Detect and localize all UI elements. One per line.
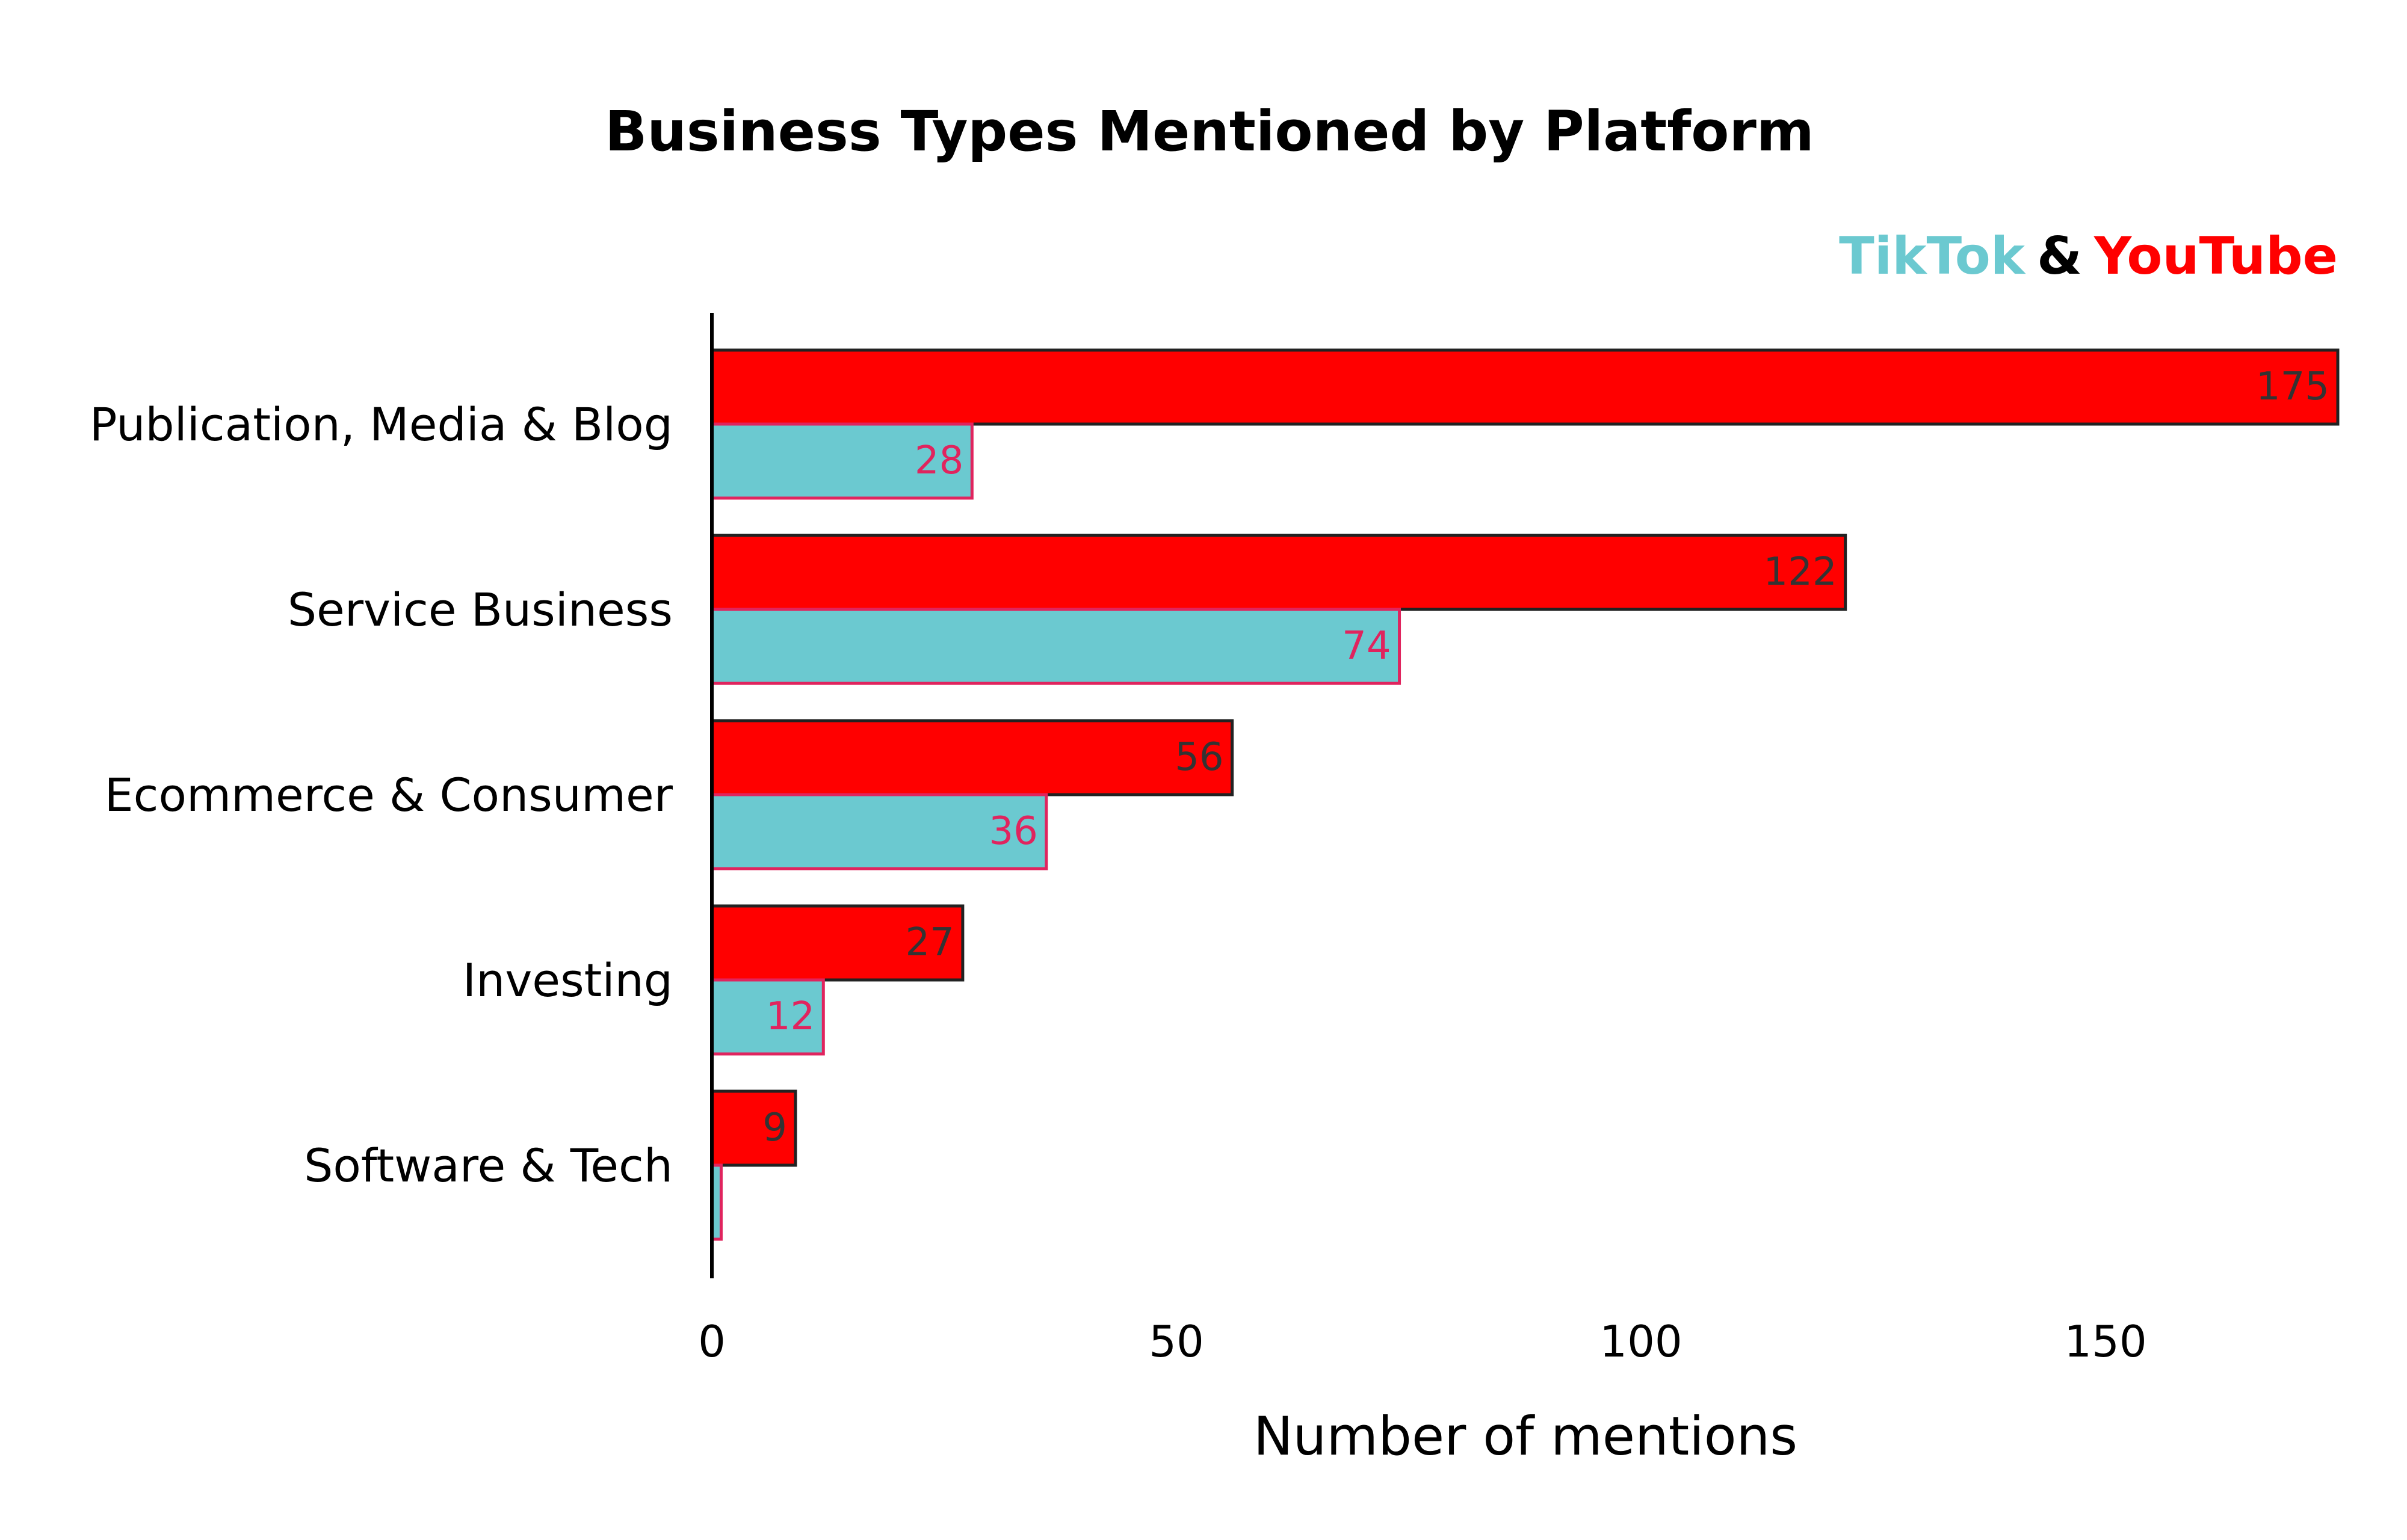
category-label: Investing: [463, 953, 673, 1007]
category-label: Software & Tech: [304, 1139, 673, 1192]
legend: TikTok & YouTube: [1839, 226, 2338, 286]
category-label: Ecommerce & Consumer: [105, 768, 673, 822]
plot-area: Publication, Media & Blog 175 28 Service Bu…: [90, 313, 2340, 1367]
data-label-youtube: 175: [2256, 365, 2329, 409]
data-label-tiktok: 74: [1342, 624, 1391, 668]
data-label-youtube: 9: [762, 1106, 787, 1150]
legend-tiktok: TikTok: [1839, 226, 2026, 286]
legend-youtube: YouTube: [2093, 226, 2338, 286]
data-label-tiktok: 36: [989, 809, 1037, 854]
x-tick-label: 0: [698, 1316, 726, 1367]
category-label: Service Business: [288, 583, 673, 636]
bar-youtube: [710, 348, 2340, 426]
bar-tiktok: [710, 978, 825, 1056]
x-axis-label: Number of mentions: [1253, 1405, 1797, 1467]
chart-title: Business Types Mentioned by Platform: [605, 99, 1814, 164]
data-label-youtube: 27: [905, 920, 954, 965]
category-label: Publication, Media & Blog: [90, 398, 673, 451]
data-label-youtube: 56: [1175, 735, 1223, 780]
legend-ampersand: &: [2037, 226, 2082, 286]
bar-youtube: [710, 1089, 797, 1167]
data-label-youtube: 122: [1764, 550, 1837, 594]
x-tick-label: 150: [2064, 1316, 2146, 1367]
x-tick-label: 100: [1599, 1316, 1682, 1367]
bar-tiktok: [710, 608, 1401, 685]
data-label-tiktok: 12: [766, 994, 815, 1039]
bar-tiktok: [710, 793, 1048, 870]
bar-youtube: [710, 719, 1234, 796]
data-label-tiktok: 28: [915, 439, 963, 483]
bar-youtube: [710, 534, 1847, 611]
x-tick-label: 50: [1149, 1316, 1204, 1367]
bar-youtube: [710, 904, 965, 982]
